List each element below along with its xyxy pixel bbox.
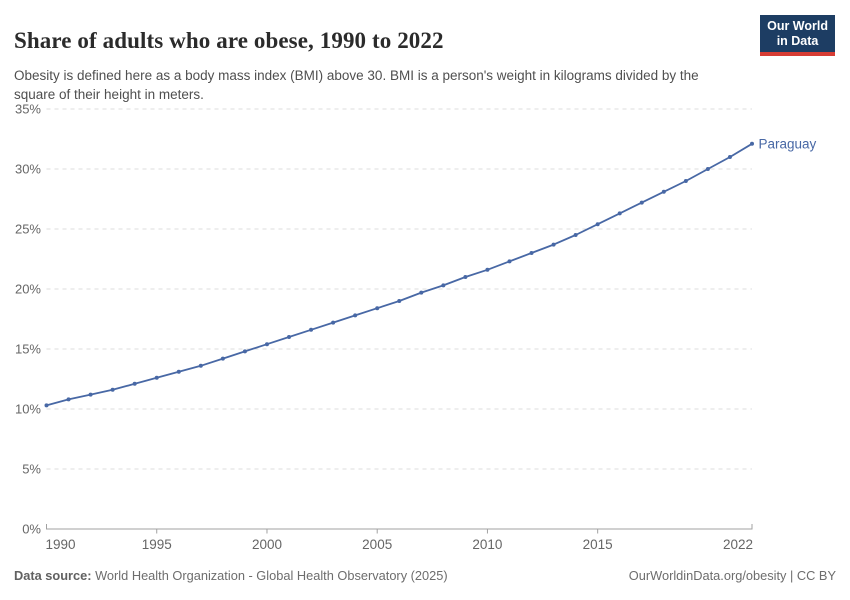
data-point-2012[interactable] xyxy=(529,251,534,255)
data-point-1990[interactable] xyxy=(44,403,49,408)
x-axis-label-2000: 2000 xyxy=(252,537,282,552)
data-source-label: Data source: xyxy=(14,568,92,583)
data-point-2000[interactable] xyxy=(264,342,269,347)
data-point-2016[interactable] xyxy=(617,211,622,216)
x-axis-label-2010: 2010 xyxy=(472,537,502,552)
page-title: Share of adults who are obese, 1990 to 2… xyxy=(14,28,444,54)
data-point-1997[interactable] xyxy=(198,363,203,368)
series-line-paraguay[interactable] xyxy=(46,143,753,407)
data-point-2008[interactable] xyxy=(441,283,446,288)
owid-logo-line1: Our World xyxy=(767,19,828,33)
data-point-2007[interactable] xyxy=(419,290,424,295)
data-point-2011[interactable] xyxy=(507,259,512,264)
data-point-2005[interactable] xyxy=(375,306,380,311)
y-axis-label-10: 10% xyxy=(15,402,41,417)
data-point-2021[interactable] xyxy=(727,155,732,159)
data-point-1999[interactable] xyxy=(242,349,247,354)
x-axis-label-2022: 2022 xyxy=(723,537,753,552)
data-point-1995[interactable] xyxy=(154,375,159,380)
y-axis-label-35: 35% xyxy=(15,102,41,117)
data-point-1998[interactable] xyxy=(220,356,225,361)
data-point-2006[interactable] xyxy=(397,299,402,303)
data-point-2001[interactable] xyxy=(287,335,292,339)
series-label-paraguay[interactable]: Paraguay xyxy=(759,136,817,151)
x-axis-line xyxy=(46,524,753,530)
data-source-note: Data source: World Health Organization -… xyxy=(14,568,448,583)
data-point-2004[interactable] xyxy=(353,313,358,318)
data-point-1992[interactable] xyxy=(88,392,93,397)
data-source-text: World Health Organization - Global Healt… xyxy=(91,568,448,583)
data-point-2013[interactable] xyxy=(551,242,556,247)
data-point-2010[interactable] xyxy=(485,267,490,272)
x-axis-label-1995: 1995 xyxy=(142,537,172,552)
owid-url-link[interactable]: OurWorldinData.org/obesity | CC BY xyxy=(628,568,836,583)
data-point-2020[interactable] xyxy=(705,167,710,171)
data-point-2018[interactable] xyxy=(661,189,666,194)
x-axis-label-2005: 2005 xyxy=(362,537,392,552)
y-axis-label-20: 20% xyxy=(15,282,41,297)
x-axis-label-1990: 1990 xyxy=(46,537,76,552)
data-point-2002[interactable] xyxy=(309,327,314,332)
data-point-1994[interactable] xyxy=(132,381,137,386)
y-axis-label-15: 15% xyxy=(15,342,41,357)
x-axis-label-2015: 2015 xyxy=(583,537,613,552)
data-point-2014[interactable] xyxy=(573,233,578,237)
y-axis-label-25: 25% xyxy=(15,222,41,237)
license-note: OurWorldinData.org/obesity | CC BY xyxy=(629,568,836,583)
data-point-1993[interactable] xyxy=(110,387,115,392)
data-point-2003[interactable] xyxy=(331,320,336,325)
owid-logo[interactable]: Our World in Data xyxy=(760,15,835,56)
y-axis-label-30: 30% xyxy=(15,162,41,177)
data-point-2022[interactable] xyxy=(750,141,754,146)
data-point-2019[interactable] xyxy=(683,179,688,183)
data-point-2017[interactable] xyxy=(639,200,644,205)
y-axis-label-5: 5% xyxy=(22,462,41,477)
data-point-1991[interactable] xyxy=(66,397,71,402)
data-point-2009[interactable] xyxy=(463,275,468,279)
chart-subtitle: Obesity is defined here as a body mass i… xyxy=(14,67,699,102)
data-point-1996[interactable] xyxy=(176,369,181,374)
y-axis-label-0: 0% xyxy=(22,522,41,537)
data-point-2015[interactable] xyxy=(595,222,600,227)
owid-logo-line2: in Data xyxy=(776,34,819,48)
chart-footer: Data source: World Health Organization -… xyxy=(14,568,836,583)
